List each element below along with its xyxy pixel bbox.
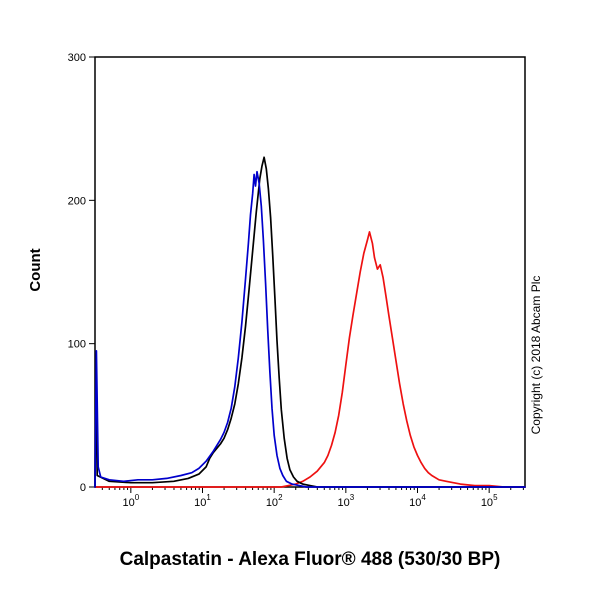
blue-curve (94, 170, 526, 488)
plot-area: 100 101 102 103 104 105 0 100 200 300 (68, 52, 526, 509)
x-tick-label: 104 (409, 493, 426, 509)
x-tick-label: 102 (266, 493, 283, 509)
x-tick-label: 103 (337, 493, 354, 509)
y-tick-label: 100 (68, 339, 86, 351)
y-tick-label: 300 (68, 52, 86, 64)
y-tick-label: 200 (68, 195, 86, 207)
plot-frame (94, 56, 526, 488)
red-curve (94, 231, 526, 488)
black-curve (94, 156, 526, 488)
chart-title: Calpastatin - Alexa Fluor® 488 (530/30 B… (120, 549, 501, 570)
x-tick-label: 105 (481, 493, 498, 509)
copyright-text: Copyright (c) 2018 Abcam Plc (529, 276, 543, 435)
y-axis-label: Count (27, 248, 44, 291)
x-tick-label: 100 (122, 493, 139, 509)
x-tick-label: 101 (194, 493, 211, 509)
y-tick-label: 0 (80, 482, 86, 494)
